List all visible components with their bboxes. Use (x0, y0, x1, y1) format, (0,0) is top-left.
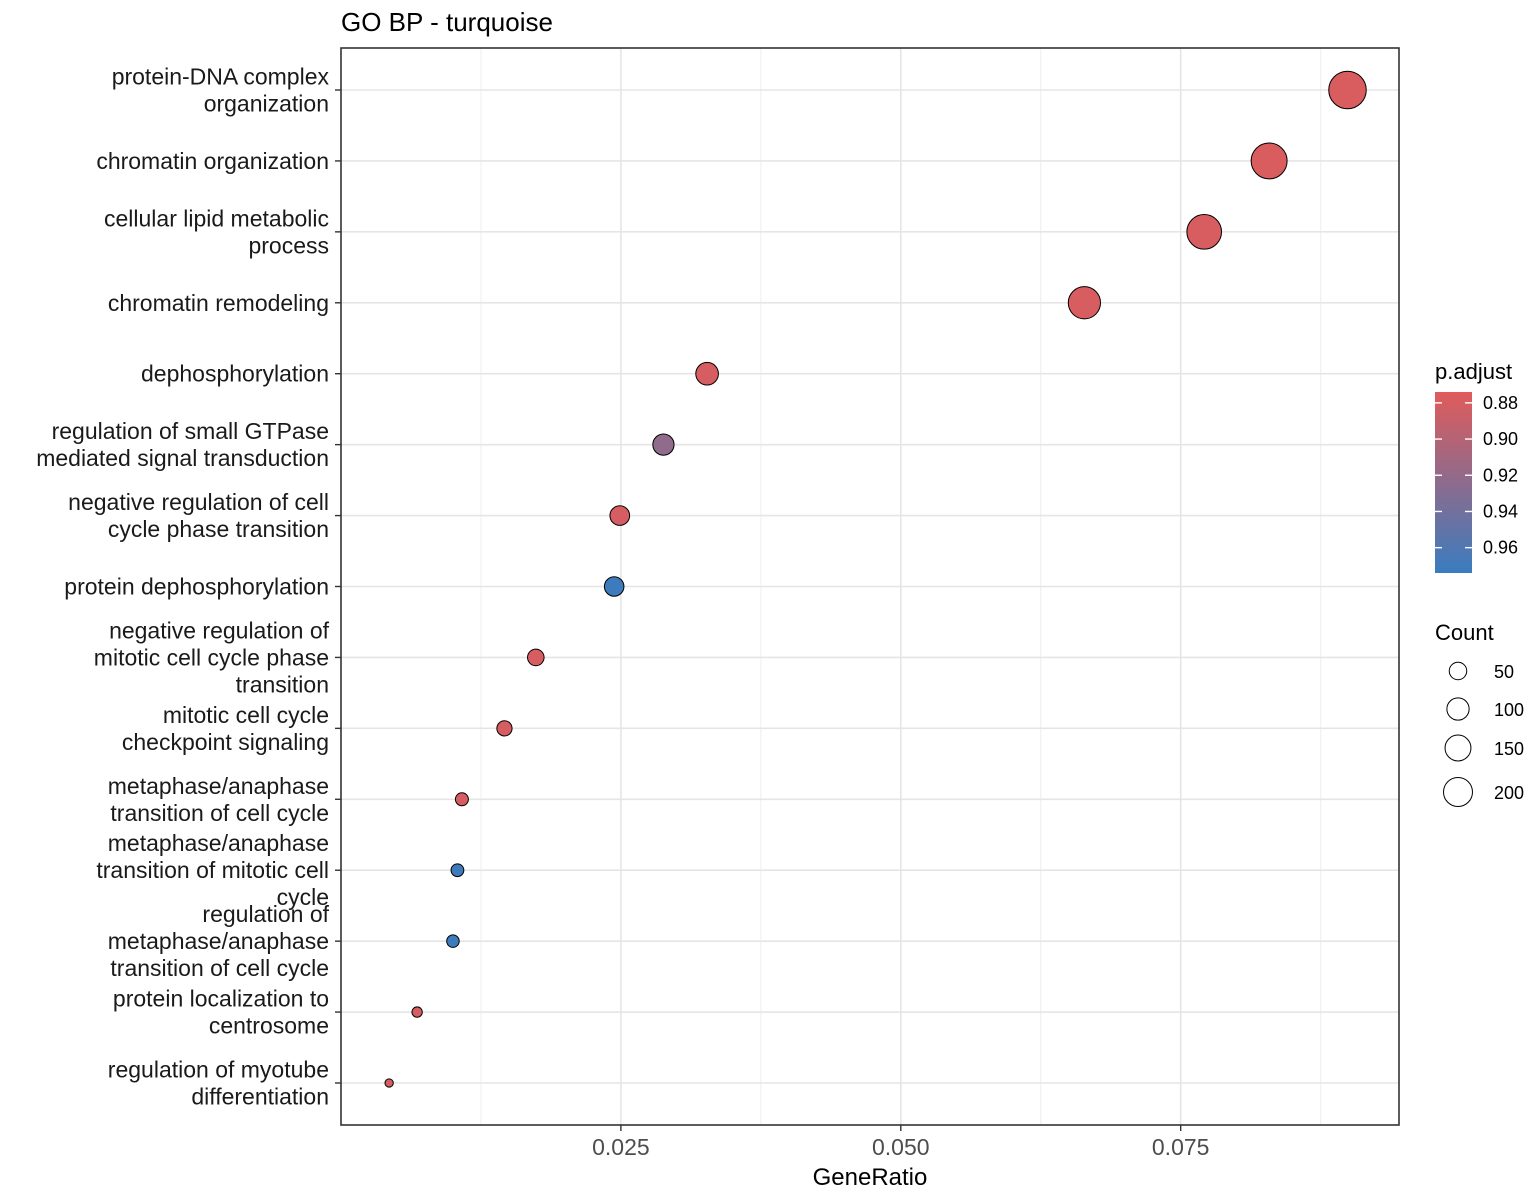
size-legend-label: 200 (1494, 783, 1524, 803)
color-legend-label: 0.88 (1483, 393, 1518, 413)
data-point (446, 934, 460, 948)
data-point (652, 433, 675, 456)
size-legend-title: Count (1435, 620, 1494, 645)
size-legend-circle (1443, 777, 1473, 807)
y-tick-label: chromatin organization (96, 148, 329, 174)
y-tick-label: protein localization to centrosome (113, 986, 329, 1039)
data-point (454, 792, 469, 807)
y-tick-label: metaphase/anaphase transition of cell cyc… (108, 773, 329, 826)
y-tick-label: regulation of metaphase/anaphase transitio… (108, 901, 330, 981)
size-legend-circle (1446, 697, 1470, 721)
y-tick-label: negative regulation of mitotic cell cycle… (94, 617, 330, 697)
data-point (411, 1006, 423, 1018)
y-tick-label: metaphase/anaphase transition of mitotic … (96, 830, 329, 910)
size-legend-label: 150 (1494, 739, 1524, 759)
color-legend-label: 0.90 (1483, 429, 1518, 449)
data-point (603, 576, 625, 597)
x-tick-label: 0.075 (1152, 1134, 1210, 1160)
data-point (1067, 286, 1102, 320)
size-legend-label: 100 (1494, 700, 1524, 720)
x-tick-label: 0.025 (592, 1134, 650, 1160)
data-point (450, 863, 465, 878)
data-point (1328, 70, 1367, 110)
data-point (609, 505, 631, 526)
y-tick-label: regulation of myotube differentiation (108, 1057, 329, 1110)
color-legend-label: 0.96 (1483, 538, 1518, 558)
y-tick-label: mitotic cell cycle checkpoint signaling (122, 702, 329, 755)
size-legend-label: 50 (1494, 662, 1514, 682)
y-tick-label: cellular lipid metabolic process (104, 205, 329, 258)
y-tick-label: negative regulation of cell cycle phase t… (68, 489, 329, 542)
x-axis-label: GeneRatio (813, 1164, 928, 1191)
color-legend-label: 0.94 (1483, 501, 1518, 521)
color-legend-title: p.adjust (1435, 359, 1512, 384)
data-point (527, 648, 545, 667)
y-tick-label: dephosphorylation (141, 361, 329, 387)
data-point (1250, 142, 1288, 180)
color-legend-bar (1435, 392, 1472, 573)
data-point (384, 1078, 394, 1088)
y-tick-label: protein-DNA complex organization (112, 64, 330, 117)
color-legend-label: 0.92 (1483, 465, 1518, 485)
chart-title: GO BP - turquoise (341, 7, 553, 37)
y-tick-label: regulation of small GTPase mediated signa… (36, 418, 329, 471)
data-point (695, 361, 719, 386)
y-tick-label: protein dephosphorylation (64, 574, 329, 600)
y-tick-label: chromatin remodeling (108, 290, 329, 316)
x-tick-label: 0.050 (872, 1134, 930, 1160)
size-legend-circle (1448, 661, 1468, 681)
data-point (496, 720, 513, 737)
data-point (1186, 214, 1223, 250)
size-legend-circle (1444, 734, 1472, 762)
